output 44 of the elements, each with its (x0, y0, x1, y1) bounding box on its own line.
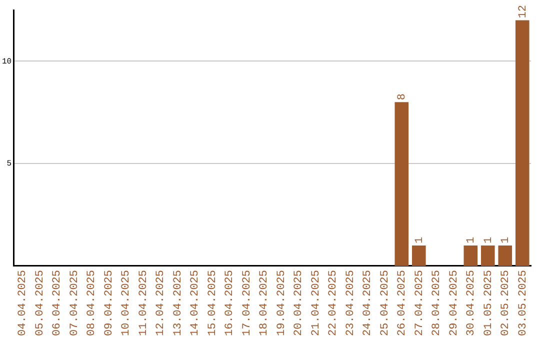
y-tick-label: 5 (6, 160, 12, 169)
x-tick-label: 19.04.2025 (276, 270, 288, 336)
x-tick-label: 12.04.2025 (155, 270, 168, 336)
x-tick-label: 22.04.2025 (328, 270, 340, 336)
x-tick-label: 20.04.2025 (293, 270, 306, 336)
x-tick-label: 07.04.2025 (68, 270, 81, 336)
y-tick-label: 10 (2, 57, 12, 66)
x-tick-label: 03.05.2025 (517, 270, 530, 336)
x-tick-label: 29.04.2025 (448, 270, 460, 336)
data-label: 12 (517, 5, 530, 18)
x-tick-label: 23.04.2025 (344, 270, 357, 336)
x-tick-label: 04.04.2025 (17, 270, 30, 336)
data-label: 8 (396, 94, 409, 100)
x-tick-label: 02.05.2025 (500, 270, 512, 336)
data-label: 1 (500, 236, 512, 244)
x-tick-label: 25.04.2025 (379, 270, 392, 336)
bar (480, 246, 495, 266)
x-tick-label: 06.04.2025 (52, 270, 64, 336)
x-tick-label: 13.04.2025 (172, 270, 184, 336)
x-tick-label: 14.04.2025 (190, 270, 202, 336)
x-tick-label: 16.04.2025 (224, 270, 236, 336)
x-tick-label: 24.04.2025 (362, 270, 374, 336)
bar (515, 20, 530, 266)
data-label: 1 (482, 236, 495, 244)
x-tick-label: 11.04.2025 (138, 270, 150, 336)
data-label: 1 (466, 236, 478, 244)
bar (464, 246, 478, 266)
x-tick-label: 01.05.2025 (482, 270, 495, 336)
x-tick-label: 26.04.2025 (396, 270, 409, 336)
x-tick-label: 15.04.2025 (206, 270, 219, 336)
x-tick-label: 18.04.2025 (258, 270, 271, 336)
x-tick-label: 10.04.2025 (120, 270, 133, 336)
x-tick-label: 05.04.2025 (34, 270, 46, 336)
x-tick-label: 08.04.2025 (86, 270, 98, 336)
x-tick-label: 09.04.2025 (103, 270, 116, 336)
x-tick-label: 28.04.2025 (431, 270, 444, 336)
bar (394, 102, 409, 266)
bar (412, 246, 426, 266)
x-tick-label: 21.04.2025 (310, 270, 322, 336)
x-tick-label: 27.04.2025 (414, 270, 426, 336)
data-label: 1 (414, 236, 426, 244)
bar (498, 246, 512, 266)
x-tick-label: 17.04.2025 (241, 270, 254, 336)
x-tick-label: 30.04.2025 (466, 270, 478, 336)
